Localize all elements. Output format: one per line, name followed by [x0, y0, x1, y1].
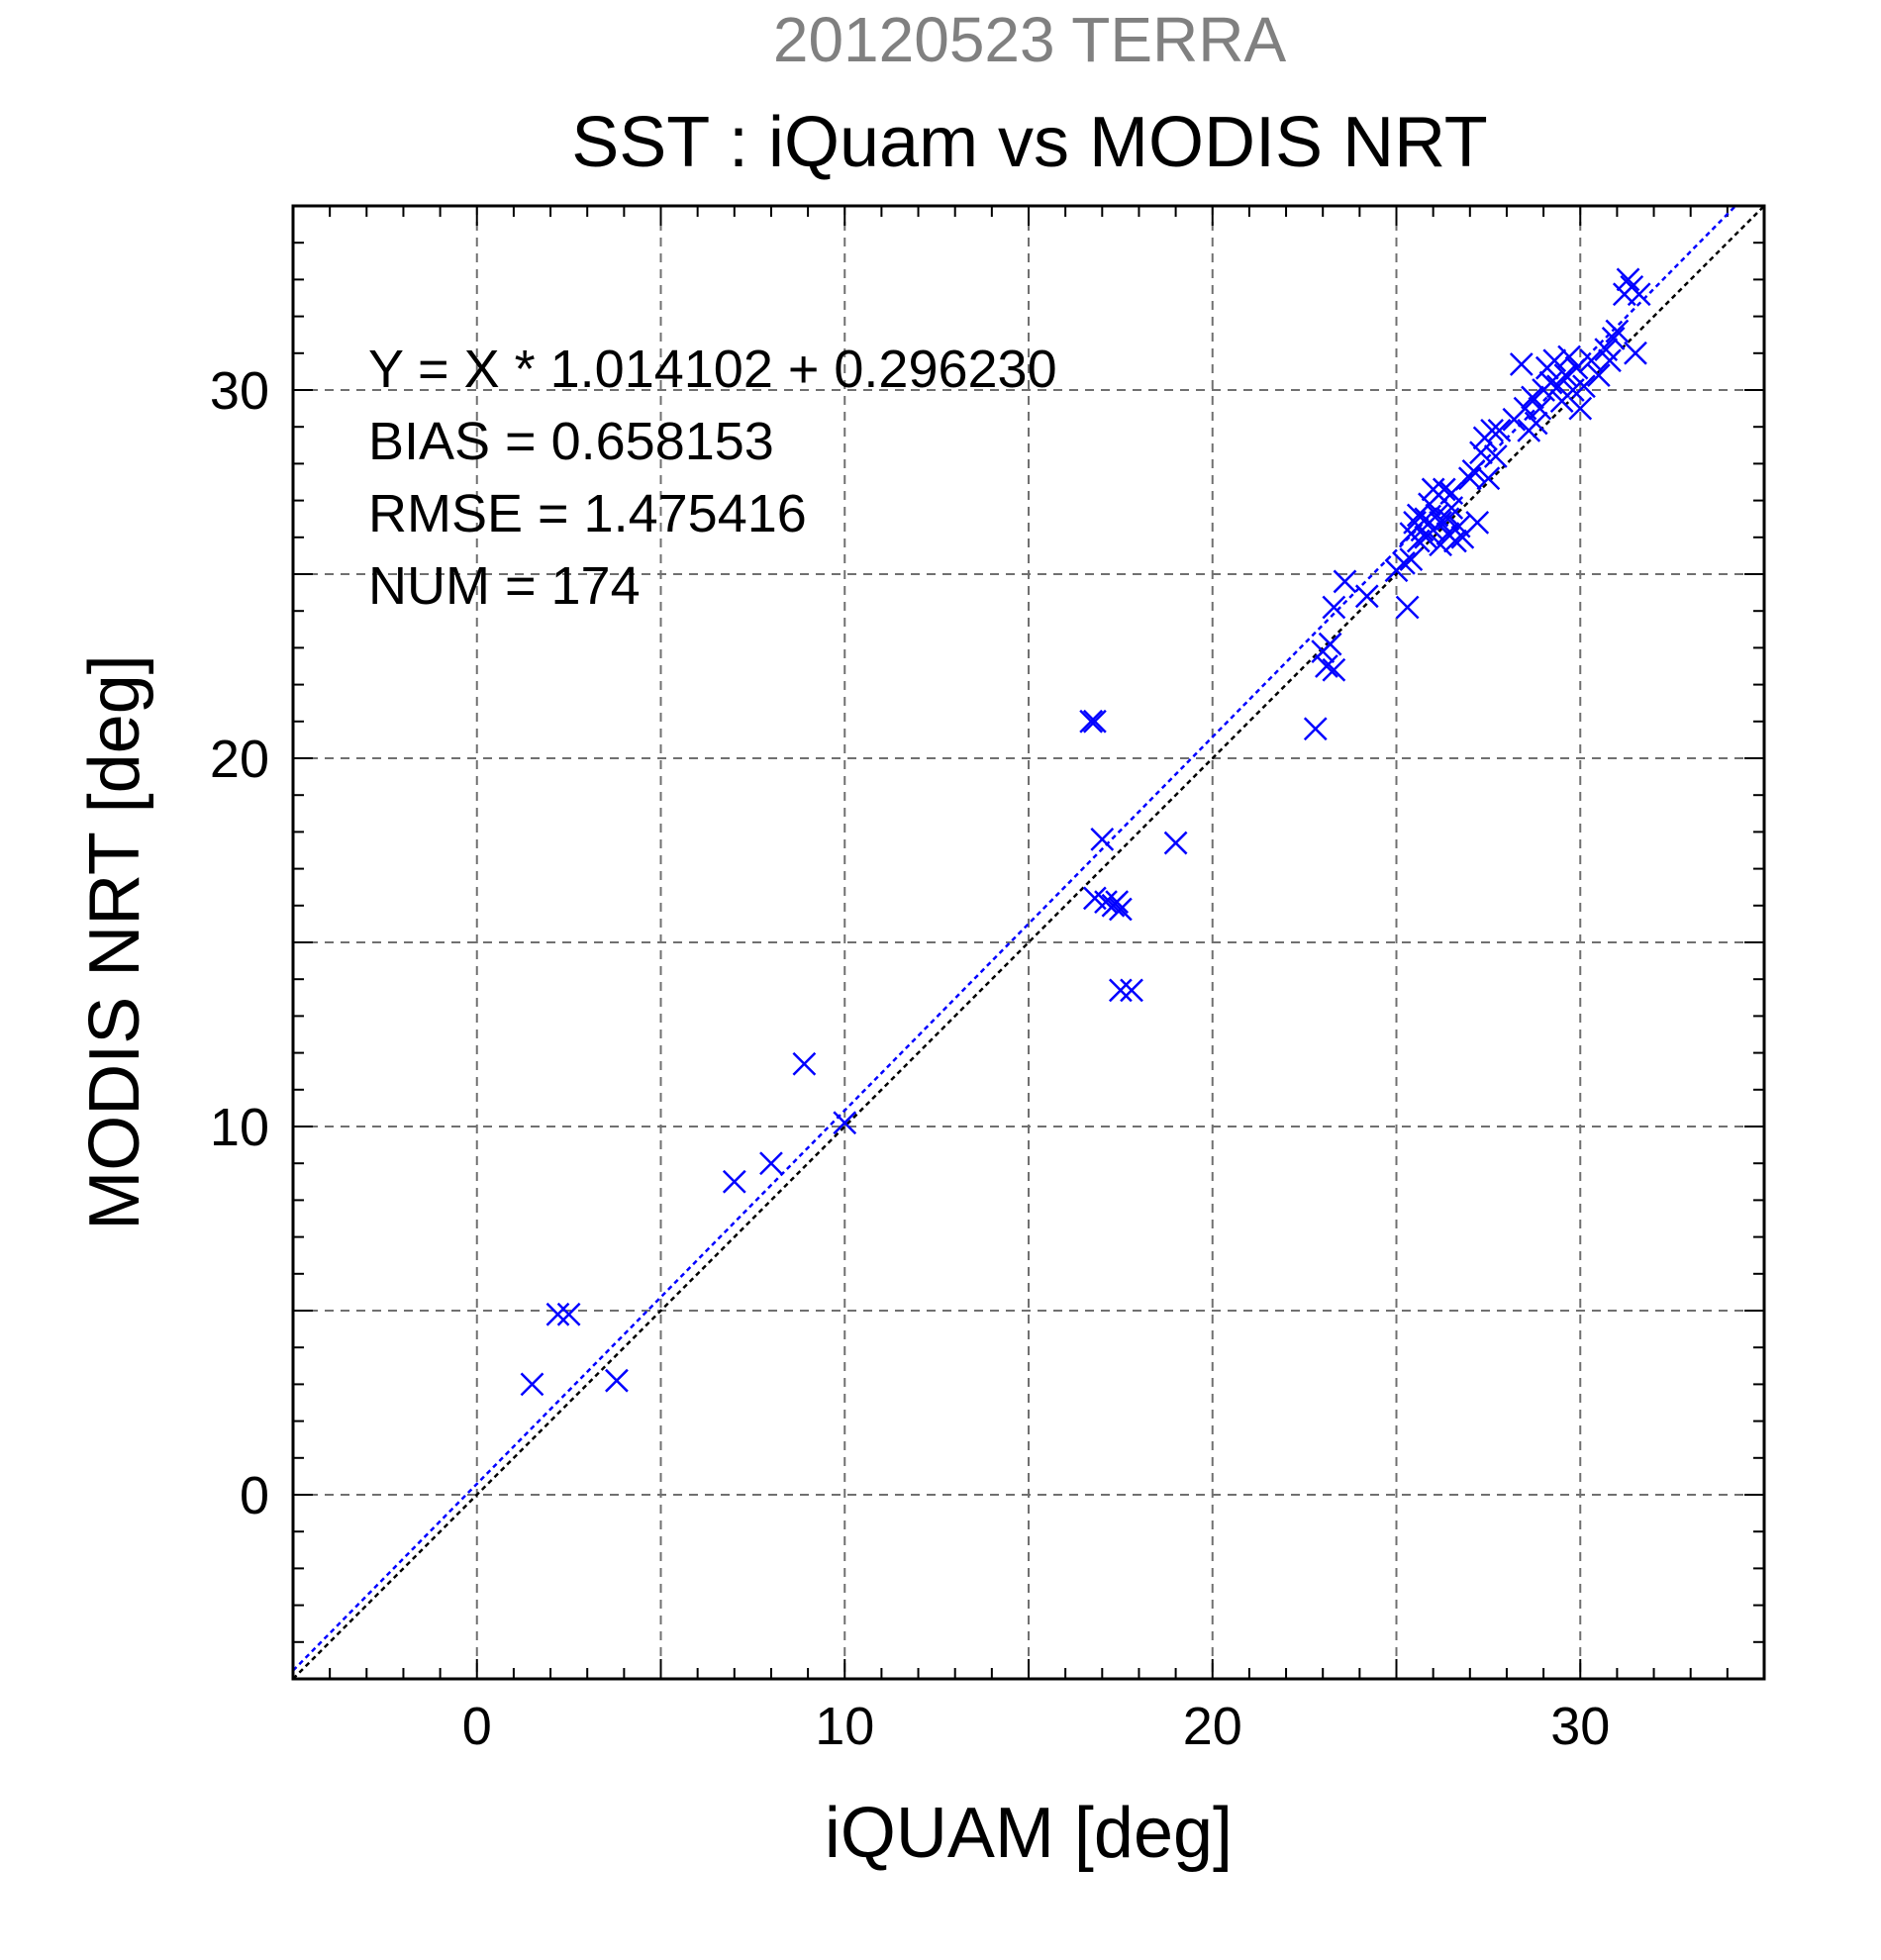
data-point [1108, 897, 1133, 922]
data-point [1546, 374, 1570, 399]
data-point [1094, 890, 1118, 914]
data-point [1105, 890, 1130, 914]
data-point [1586, 363, 1611, 388]
data-point [1392, 550, 1416, 575]
data-point [520, 1372, 544, 1397]
data-point [1395, 595, 1420, 620]
data-point [1564, 355, 1589, 380]
data-point [1568, 396, 1593, 421]
data-point [792, 1051, 817, 1076]
data-point [1318, 632, 1342, 656]
x-tick-label: 0 [462, 1697, 492, 1756]
data-point [1163, 831, 1188, 855]
data-point [1432, 477, 1456, 502]
data-point [1120, 978, 1143, 1003]
data-point [1439, 481, 1464, 506]
data-point [1333, 569, 1357, 594]
data-point [1487, 419, 1512, 442]
y-axis-label: MODIS NRT [deg] [75, 654, 154, 1230]
data-point [759, 1151, 783, 1176]
data-point [1605, 319, 1630, 343]
data-point [1090, 827, 1115, 851]
data-point [1354, 584, 1379, 609]
data-point [1598, 348, 1622, 373]
data-point [722, 1169, 746, 1194]
data-point [605, 1368, 629, 1393]
x-tick-label: 30 [1550, 1697, 1610, 1756]
data-point [1079, 709, 1104, 734]
data-point [1524, 411, 1548, 436]
y-tick-label: 20 [210, 730, 269, 789]
data-point [1315, 654, 1338, 678]
data-point [1303, 717, 1328, 741]
data-point [1509, 352, 1534, 376]
data-point [1521, 385, 1544, 410]
chart-title: SST : iQuam vs MODIS NRT [571, 103, 1488, 182]
y-tick-label: 10 [210, 1098, 269, 1157]
y-tick-labels: 0 10 20 30 [210, 361, 269, 1525]
plot-frame [291, 204, 1766, 1681]
data-point [1538, 370, 1563, 395]
annotation-bias: BIAS = 0.658153 [368, 412, 774, 471]
data-point [1461, 458, 1486, 483]
stats-annotations: Y = X * 1.014102 + 0.296230 BIAS = 0.658… [368, 340, 1057, 616]
data-point [1542, 348, 1567, 373]
data-point [1557, 344, 1581, 369]
x-tick-labels: 0 10 20 30 [462, 1697, 1611, 1756]
data-point [1399, 547, 1424, 572]
data-point [1483, 444, 1508, 468]
data-point [1579, 348, 1604, 373]
data-point [1480, 419, 1504, 442]
annotation-rmse: RMSE = 1.475416 [368, 484, 807, 543]
x-tick-label: 20 [1183, 1697, 1242, 1756]
data-point [1465, 511, 1490, 535]
data-point [1457, 466, 1482, 491]
data-point [1528, 396, 1552, 421]
data-points [520, 267, 1651, 1397]
data-point [556, 1302, 581, 1326]
data-point [1627, 282, 1651, 307]
data-point [1082, 709, 1107, 734]
axis-ticks [293, 206, 1764, 1679]
x-tick-label: 10 [815, 1697, 874, 1756]
data-point [1443, 529, 1467, 553]
data-point [1421, 477, 1445, 502]
grid [293, 206, 1764, 1679]
data-point [833, 1111, 857, 1135]
data-point [1553, 363, 1578, 388]
chart-title-top: 20120523 TERRA [773, 4, 1287, 75]
annotation-num: NUM = 174 [368, 556, 641, 616]
y-tick-label: 0 [240, 1466, 269, 1525]
annotation-equation: Y = X * 1.014102 + 0.296230 [368, 340, 1057, 399]
y-tick-label: 30 [210, 361, 269, 421]
data-point [1322, 657, 1346, 682]
data-point [1429, 533, 1452, 557]
data-point [1601, 327, 1626, 350]
data-point [1322, 595, 1346, 620]
data-point [545, 1302, 570, 1326]
data-point [1476, 466, 1501, 491]
data-point [1624, 341, 1647, 365]
x-axis-label: iQUAM [deg] [825, 1794, 1233, 1873]
data-point [1572, 374, 1596, 399]
data-point [1616, 267, 1640, 292]
data-point [1469, 441, 1493, 465]
data-point [1108, 978, 1133, 1003]
data-point [1429, 511, 1452, 535]
